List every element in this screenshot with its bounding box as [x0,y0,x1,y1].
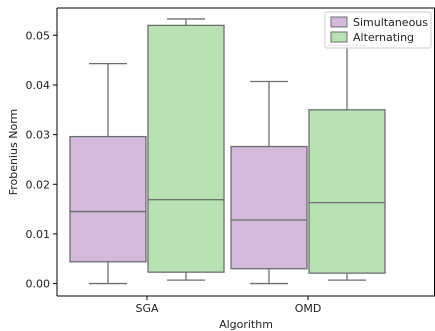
y-tick-label: 0.02 [26,178,51,191]
x-tick-label: OMD [295,302,322,315]
y-tick-label: 0.04 [26,79,51,92]
legend-swatch [330,16,348,28]
iqr-box [147,24,225,273]
axes: 0.00 0.01 0.02 0.03 0.04 0.05 SGA OMD [26,7,435,315]
y-tick-label: 0.03 [26,129,51,142]
box-alternating-sga [147,18,225,281]
iqr-box [230,145,308,270]
legend-swatch [330,31,348,43]
legend-label: Alternating [353,31,414,44]
box-alternating-omd [308,44,386,281]
legend-label: Simultaneous [353,16,428,29]
plot-area [69,18,386,285]
box-simultaneous-sga [69,62,147,285]
x-axis-title: Algorithm [219,318,273,331]
legend-frame [324,11,432,49]
y-tick-label: 0.01 [26,228,51,241]
legend: Simultaneous Alternating [324,11,432,49]
box-simultaneous-omd [230,80,308,285]
iqr-box [308,109,386,274]
x-tick-label: SGA [135,302,159,315]
y-axis-title: Frobenius Norm [7,109,20,196]
iqr-box [69,135,147,263]
y-tick-label: 0.05 [26,29,51,42]
y-tick-label: 0.00 [26,278,51,291]
